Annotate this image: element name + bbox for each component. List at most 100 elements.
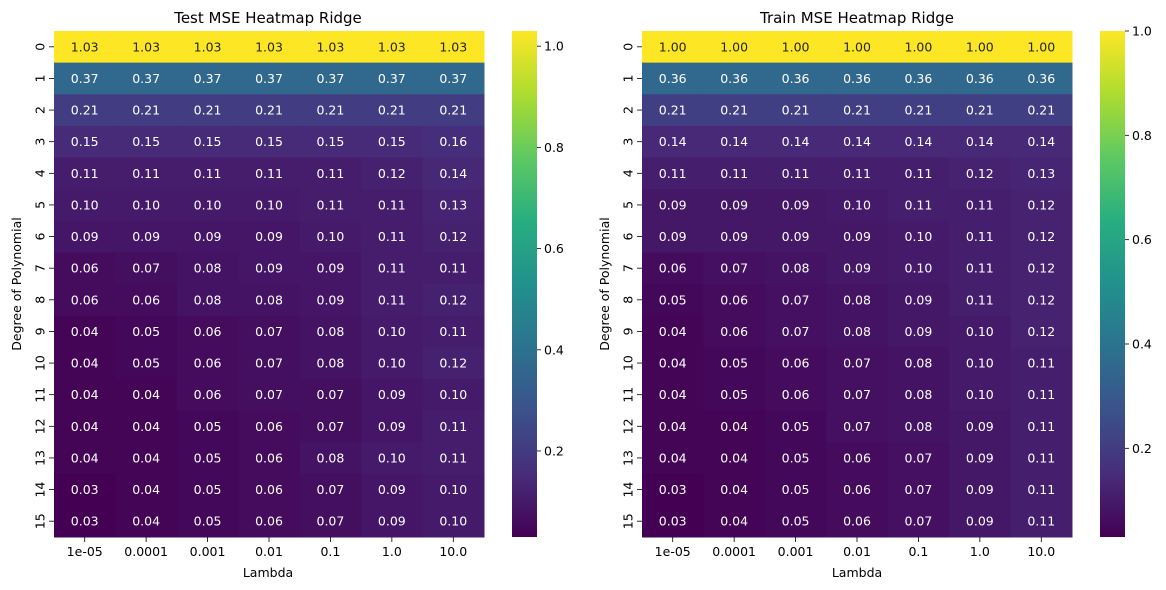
cell-value-label: 0.07 [317, 419, 345, 434]
heatmap-cell [299, 284, 362, 317]
y-axis-label: Degree of Polynomial [597, 217, 612, 350]
y-tick-label: 8 [620, 296, 635, 304]
heatmap-cell [949, 125, 1012, 158]
cell-value-label: 0.12 [1027, 197, 1055, 212]
heatmap-cell [238, 157, 301, 190]
y-tick-label: 11 [32, 387, 47, 403]
cell-value-label: 0.09 [905, 292, 933, 307]
x-tick-labels: 1e-05 0.0001 0.001 0.01 0.1 1.0 10.0 [67, 537, 467, 559]
cell-value-label: 0.14 [720, 134, 748, 149]
heatmap-cell [115, 284, 178, 317]
heatmap-cell [176, 94, 239, 127]
heatmap-cell [949, 189, 1012, 222]
heatmap-cell [703, 62, 766, 95]
heatmap-cell [422, 220, 485, 253]
cell-value-label: 0.07 [843, 419, 871, 434]
heatmap-cell [642, 505, 704, 538]
heatmap-cell [642, 62, 704, 95]
cell-value-label: 0.07 [905, 450, 933, 465]
heatmap-cell [826, 284, 889, 317]
heatmap-cell [642, 252, 704, 285]
heatmap-cell [642, 94, 704, 127]
heatmap-cell [1010, 410, 1073, 443]
cell-value-label: 0.05 [782, 514, 810, 529]
heatmap-cell [887, 31, 950, 64]
cell-value-label: 0.11 [317, 197, 345, 212]
cell-value-label: 0.05 [194, 450, 222, 465]
cell-value-label: 0.04 [720, 450, 748, 465]
cell-value-label: 0.21 [966, 103, 994, 118]
heatmap-cell [361, 315, 424, 348]
x-tick-label: 0.001 [778, 544, 814, 559]
heatmap-cell [361, 94, 424, 127]
colorbar-ticks: 0.2 0.4 0.6 0.8 1.0 [537, 39, 564, 458]
heatmap-cell [54, 378, 116, 411]
cell-value-label: 0.08 [905, 419, 933, 434]
heatmap-cell [887, 347, 950, 380]
cell-value-label: 0.09 [659, 229, 687, 244]
heatmap-cell [764, 410, 827, 443]
cell-value-label: 0.07 [255, 387, 283, 402]
cell-value-label: 0.09 [782, 229, 810, 244]
colorbar-tick-label: 1.0 [544, 39, 564, 54]
heatmap-cell [422, 252, 485, 285]
cell-value-label: 0.12 [439, 356, 467, 371]
cell-value-label: 0.14 [1027, 134, 1055, 149]
heatmap-cell [299, 31, 362, 64]
cell-value-label: 0.12 [439, 292, 467, 307]
cell-value-label: 0.07 [255, 324, 283, 339]
heatmap-cell [176, 315, 239, 348]
heatmap-cell [949, 315, 1012, 348]
cell-value-label: 0.07 [317, 482, 345, 497]
heatmap-cell [176, 125, 239, 158]
heatmap-cell [949, 410, 1012, 443]
heatmap-cell [238, 378, 301, 411]
cell-value-label: 0.10 [194, 197, 222, 212]
heatmap-cell [54, 220, 116, 253]
heatmap-cell [1010, 125, 1073, 158]
heatmap-cell [949, 31, 1012, 64]
cell-value-label: 0.21 [317, 103, 345, 118]
heatmap-cell [703, 94, 766, 127]
heatmap-cell [176, 505, 239, 538]
cell-value-label: 0.11 [378, 229, 406, 244]
heatmap-cell [361, 189, 424, 222]
cell-value-label: 0.15 [132, 134, 160, 149]
y-tick-label: 1 [620, 74, 635, 82]
x-tick-labels: 1e-05 0.0001 0.001 0.01 0.1 1.0 10.0 [655, 537, 1055, 559]
heatmap-cell [115, 505, 178, 538]
cell-value-label: 0.15 [194, 134, 222, 149]
heatmap-cell [764, 94, 827, 127]
cell-value-label: 0.09 [966, 514, 994, 529]
y-tick-label: 3 [32, 138, 47, 146]
cell-value-label: 0.06 [782, 356, 810, 371]
heatmap-cell [887, 505, 950, 538]
heatmap-cell [764, 315, 827, 348]
cell-value-label: 0.11 [905, 197, 933, 212]
heatmap-cell [54, 347, 116, 380]
cell-value-label: 0.05 [782, 450, 810, 465]
heatmap-cell [54, 284, 116, 317]
heatmap-cell [238, 505, 301, 538]
cell-value-label: 0.36 [782, 71, 810, 86]
heatmap-cell [238, 62, 301, 95]
heatmap-cell [887, 125, 950, 158]
x-tick-label: 0.01 [843, 544, 871, 559]
cell-value-label: 0.06 [843, 514, 871, 529]
cell-value-label: 0.11 [1027, 387, 1055, 402]
heatmap-cell [764, 442, 827, 475]
heatmap-cell [176, 189, 239, 222]
colorbar-tick-label: 1.0 [1132, 24, 1152, 39]
cell-value-label: 0.36 [843, 71, 871, 86]
heatmap-cell [764, 189, 827, 222]
cell-value-label: 0.08 [843, 324, 871, 339]
heatmap-cell [703, 157, 766, 190]
cell-value-label: 0.07 [720, 261, 748, 276]
cell-value-label: 0.37 [439, 71, 467, 86]
heatmap-cell [422, 505, 485, 538]
cell-value-label: 0.10 [905, 261, 933, 276]
heatmap-cell [703, 189, 766, 222]
cell-value-label: 0.12 [1027, 324, 1055, 339]
y-tick-label: 9 [32, 327, 47, 335]
y-tick-label: 6 [32, 233, 47, 241]
